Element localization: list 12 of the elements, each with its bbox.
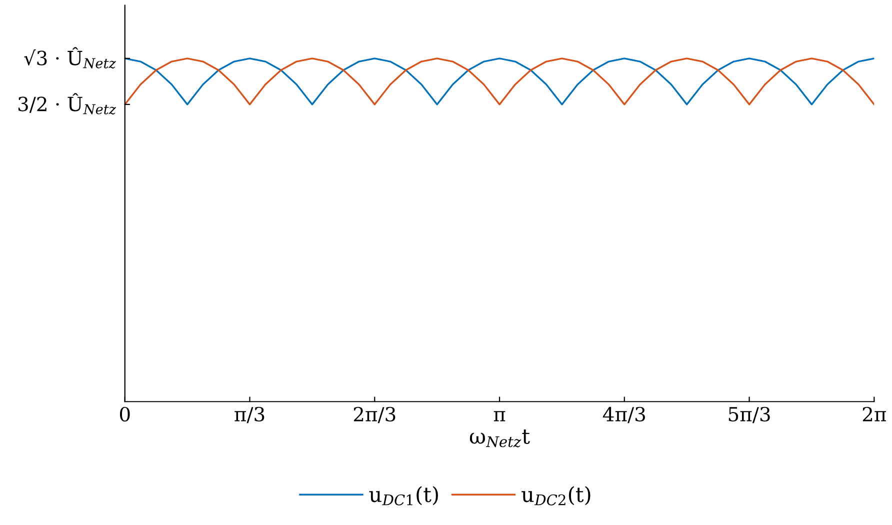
text: 3/2 · Û$_{Netz}$: [18, 93, 116, 114]
x-tick-label: 4π/3: [602, 406, 645, 424]
x-tick-label: 2π: [862, 406, 886, 422]
legend-label: u$_{DC2}$(t): [522, 486, 590, 506]
x-tick-label: 5π/3: [728, 406, 770, 424]
legend-label: u$_{DC1}$(t): [369, 486, 438, 506]
text: √3 · Û$_{Netz}$: [24, 47, 116, 68]
x-tick-label: π/3: [234, 406, 264, 424]
x-tick-label: 2π/3: [354, 406, 396, 424]
x-tick-label: π: [494, 411, 506, 422]
x-axis-title: ω$_{Netz}$t: [470, 430, 530, 448]
x-tick-label: 0: [120, 406, 130, 422]
